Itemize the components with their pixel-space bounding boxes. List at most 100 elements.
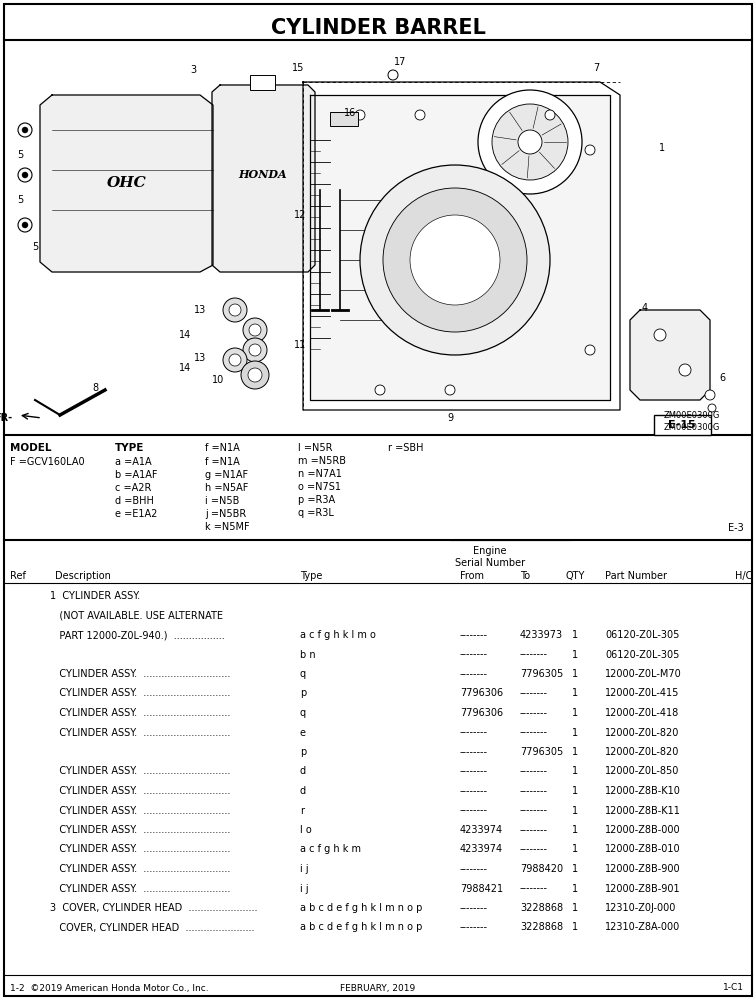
Text: CYLINDER BARREL: CYLINDER BARREL <box>271 18 485 38</box>
Text: 1-2  ©2019 American Honda Motor Co., Inc.: 1-2 ©2019 American Honda Motor Co., Inc. <box>10 984 209 992</box>
Text: 3  COVER, CYLINDER HEAD  .......................: 3 COVER, CYLINDER HEAD .................… <box>50 903 258 913</box>
Text: 7: 7 <box>593 63 599 73</box>
Circle shape <box>248 368 262 382</box>
Text: q: q <box>300 708 306 718</box>
Text: CYLINDER ASSY.  .............................: CYLINDER ASSY. .........................… <box>50 688 231 698</box>
Text: --------: -------- <box>460 630 488 640</box>
Text: 4233973: 4233973 <box>520 630 563 640</box>
Text: e: e <box>300 728 306 738</box>
Text: 7988421: 7988421 <box>460 884 503 894</box>
Text: From: From <box>460 571 484 581</box>
Text: 12: 12 <box>294 210 306 220</box>
Text: 12000-Z8B-010: 12000-Z8B-010 <box>605 844 680 854</box>
Text: q =R3L: q =R3L <box>298 508 334 518</box>
Text: b n: b n <box>300 650 315 660</box>
Circle shape <box>445 385 455 395</box>
Text: --------: -------- <box>520 884 548 894</box>
Text: 10: 10 <box>212 375 224 385</box>
Text: --------: -------- <box>460 728 488 738</box>
Text: r =SBH: r =SBH <box>388 443 423 453</box>
Text: 12000-Z0L-M70: 12000-Z0L-M70 <box>605 669 682 679</box>
Circle shape <box>22 127 28 133</box>
Text: 1: 1 <box>572 688 578 698</box>
Text: q: q <box>300 669 306 679</box>
Text: 3228868: 3228868 <box>520 922 563 932</box>
Text: TYPE: TYPE <box>115 443 144 453</box>
Text: 1: 1 <box>659 143 665 153</box>
Text: p: p <box>300 747 306 757</box>
Text: 12310-Z0J-000: 12310-Z0J-000 <box>605 903 677 913</box>
Text: FR-: FR- <box>0 413 12 423</box>
Text: --------: -------- <box>520 825 548 835</box>
Text: Description: Description <box>55 571 111 581</box>
Text: r: r <box>300 806 304 816</box>
Text: H/C: H/C <box>735 571 752 581</box>
Circle shape <box>585 345 595 355</box>
Text: CYLINDER ASSY.  .............................: CYLINDER ASSY. .........................… <box>50 884 231 894</box>
Text: 1: 1 <box>572 766 578 776</box>
Text: (NOT AVAILABLE. USE ALTERNATE: (NOT AVAILABLE. USE ALTERNATE <box>50 610 223 620</box>
Circle shape <box>388 70 398 80</box>
Text: 1: 1 <box>572 728 578 738</box>
Text: 13: 13 <box>194 305 206 315</box>
Text: Serial Number: Serial Number <box>455 558 525 568</box>
Text: h =N5AF: h =N5AF <box>205 483 249 493</box>
Circle shape <box>22 222 28 228</box>
Text: CYLINDER ASSY.  .............................: CYLINDER ASSY. .........................… <box>50 669 231 679</box>
Text: COVER, CYLINDER HEAD  .......................: COVER, CYLINDER HEAD ...................… <box>50 922 255 932</box>
Text: OHC: OHC <box>107 176 147 190</box>
Circle shape <box>375 385 385 395</box>
Text: CYLINDER ASSY.  .............................: CYLINDER ASSY. .........................… <box>50 786 231 796</box>
Text: 12000-Z0L-850: 12000-Z0L-850 <box>605 766 680 776</box>
Circle shape <box>545 110 555 120</box>
Text: 1  CYLINDER ASSY.: 1 CYLINDER ASSY. <box>50 591 140 601</box>
Polygon shape <box>630 310 710 400</box>
Text: 12000-Z8B-K11: 12000-Z8B-K11 <box>605 806 681 816</box>
Polygon shape <box>303 82 620 410</box>
Text: --------: -------- <box>460 806 488 816</box>
Text: 1: 1 <box>572 669 578 679</box>
Circle shape <box>410 215 500 305</box>
Text: 12000-Z8B-000: 12000-Z8B-000 <box>605 825 680 835</box>
Text: 06120-Z0L-305: 06120-Z0L-305 <box>605 630 680 640</box>
Text: 11: 11 <box>294 340 306 350</box>
Text: 16: 16 <box>344 108 356 118</box>
Text: CYLINDER ASSY.  .............................: CYLINDER ASSY. .........................… <box>50 728 231 738</box>
Circle shape <box>478 90 582 194</box>
Text: ZM00E0300G: ZM00E0300G <box>664 422 720 432</box>
Text: e =E1A2: e =E1A2 <box>115 509 157 519</box>
Text: CYLINDER ASSY.  .............................: CYLINDER ASSY. .........................… <box>50 766 231 776</box>
Text: 9: 9 <box>447 413 453 423</box>
Text: 1: 1 <box>572 806 578 816</box>
Text: m =N5RB: m =N5RB <box>298 456 346 466</box>
Text: c =A2R: c =A2R <box>115 483 151 493</box>
Circle shape <box>249 324 261 336</box>
Text: d: d <box>300 786 306 796</box>
Circle shape <box>705 390 715 400</box>
Text: 4233974: 4233974 <box>460 825 503 835</box>
Text: 3228868: 3228868 <box>520 903 563 913</box>
Text: 15: 15 <box>292 63 304 73</box>
Text: --------: -------- <box>520 650 548 660</box>
Text: 1: 1 <box>572 747 578 757</box>
Text: 12310-Z8A-000: 12310-Z8A-000 <box>605 922 680 932</box>
Text: 1-C1: 1-C1 <box>723 984 744 992</box>
Text: a c f g h k m: a c f g h k m <box>300 844 361 854</box>
Text: HONDA: HONDA <box>239 169 287 180</box>
Text: a b c d e f g h k l m n o p: a b c d e f g h k l m n o p <box>300 922 423 932</box>
Text: d: d <box>300 766 306 776</box>
Bar <box>250 75 275 90</box>
Text: CYLINDER ASSY.  .............................: CYLINDER ASSY. .........................… <box>50 708 231 718</box>
Text: 3: 3 <box>190 65 196 75</box>
Text: o =N7S1: o =N7S1 <box>298 482 341 492</box>
Text: k =N5MF: k =N5MF <box>205 522 249 532</box>
Circle shape <box>22 172 28 178</box>
Text: To: To <box>520 571 530 581</box>
Text: 1: 1 <box>572 708 578 718</box>
Circle shape <box>243 338 267 362</box>
Polygon shape <box>212 85 315 272</box>
Text: f =N1A: f =N1A <box>205 443 240 453</box>
Text: ZM00E0300G: ZM00E0300G <box>664 410 720 420</box>
Circle shape <box>492 104 568 180</box>
Text: j =N5BR: j =N5BR <box>205 509 246 519</box>
